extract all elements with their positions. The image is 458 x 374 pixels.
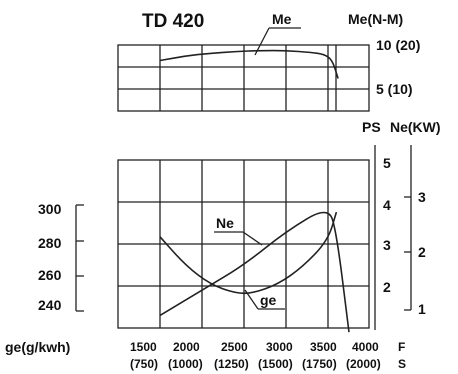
ne-label-leader <box>242 231 263 246</box>
x-subtick-2000: (2000) <box>346 357 381 371</box>
x-tick-2500: 2500 <box>221 340 248 354</box>
kw-tick-2: 2 <box>418 244 426 260</box>
me-curve <box>159 49 339 79</box>
ge-tick-300: 300 <box>38 201 62 217</box>
me-tick-10: 10 (20) <box>376 37 420 53</box>
x-tick-3500: 3500 <box>310 340 337 354</box>
x-subtick-1250: (1250) <box>214 357 249 371</box>
x-tick-1500: 1500 <box>130 340 157 354</box>
ge-curve-label: ge <box>260 292 277 308</box>
ps-tick-2: 2 <box>383 279 391 295</box>
kw-axis-label: Ne(KW) <box>390 119 441 135</box>
ge-tick-260: 260 <box>38 267 62 283</box>
me-tick-5: 5 (10) <box>376 81 413 97</box>
ge-tick-240: 240 <box>38 297 62 313</box>
x-tick-labels: 1500 2000 2500 3000 3500 4000 F (750) (1… <box>130 340 406 371</box>
x-tick-4000: 4000 <box>352 340 379 354</box>
ge-tick-280: 280 <box>38 235 62 251</box>
ps-axis-label: PS <box>362 119 381 135</box>
x-tick-3000: 3000 <box>266 340 293 354</box>
x-tick-2000: 2000 <box>173 340 200 354</box>
ps-tick-4: 4 <box>383 197 391 213</box>
ne-curve-label: Ne <box>216 215 234 231</box>
ge-label-leader <box>244 289 259 310</box>
lower-grid <box>117 159 370 329</box>
x-subtick-1000: (1000) <box>168 357 203 371</box>
top-grid <box>117 44 370 112</box>
x-unit-s: S <box>398 357 406 371</box>
ps-tick-3: 3 <box>383 237 391 253</box>
chart-title: TD 420 <box>142 11 204 32</box>
x-unit-f: F <box>398 340 405 354</box>
kw-tick-3: 3 <box>418 189 426 205</box>
x-subtick-1750: (1750) <box>302 357 337 371</box>
ps-tick-5: 5 <box>383 155 391 171</box>
me-axis-label: Me(N-M) <box>348 11 403 27</box>
kw-tick-1: 1 <box>418 301 426 317</box>
x-subtick-750: (750) <box>130 357 158 371</box>
x-subtick-1500: (1500) <box>258 357 293 371</box>
ge-curve <box>159 211 338 295</box>
ge-axis-label: ge(g/kwh) <box>5 339 70 355</box>
me-curve-label: Me <box>272 11 292 27</box>
ne-curve <box>159 211 350 333</box>
